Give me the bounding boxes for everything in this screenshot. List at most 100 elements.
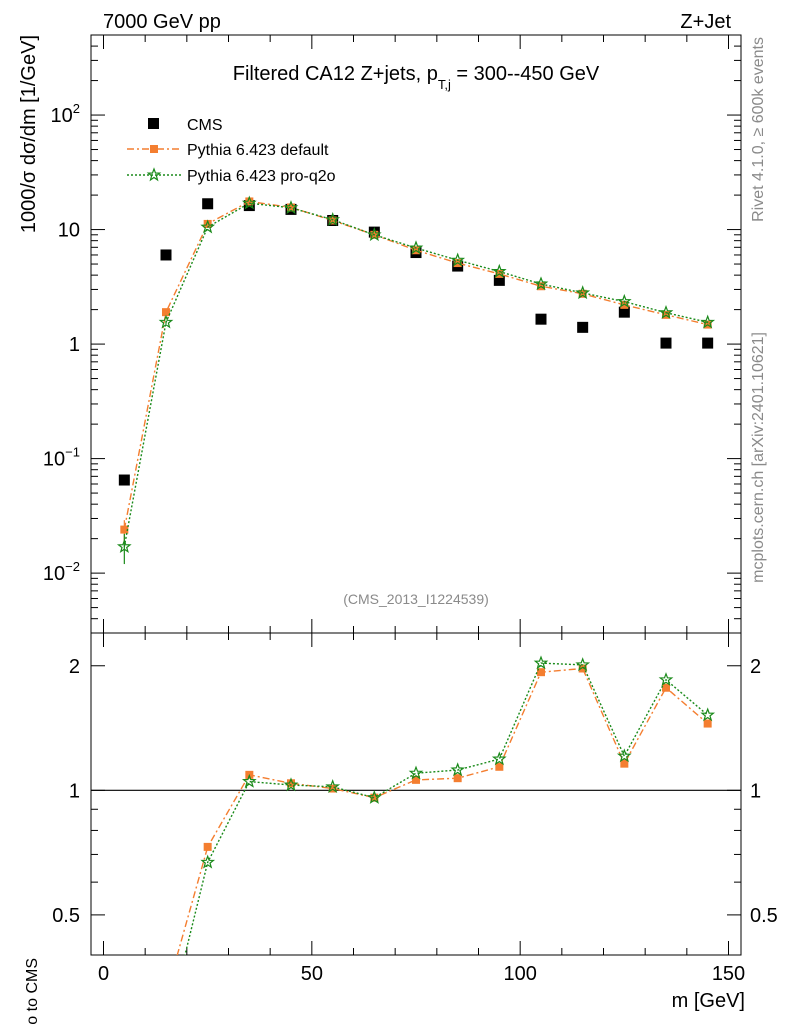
ratio-point-default — [453, 774, 462, 783]
main-point-cms — [577, 321, 589, 333]
source-label: mcplots.cern.ch [arXiv:2401.10621] — [750, 332, 767, 583]
x-tick-label: 50 — [301, 963, 323, 985]
main-point-proq2o — [450, 252, 466, 267]
main-y-tick-label: 10 — [58, 220, 80, 242]
main-point-cms — [535, 313, 547, 325]
main-y-tick-label-base: 10 — [43, 449, 65, 471]
analysis-watermark: (CMS_2013_I1224539) — [343, 591, 489, 607]
ratio-point-proq2o — [700, 707, 716, 722]
legend-label-cms: CMS — [187, 117, 223, 134]
main-y-tick-label-exp: 2 — [73, 101, 80, 116]
ratio-point-proq2o — [658, 672, 674, 686]
main-point-proq2o — [616, 293, 632, 308]
main-y-tick-label: 10−1 — [43, 445, 80, 471]
x-axis-title: m [GeV] — [672, 990, 745, 1012]
ratio-y-axis-title: Ratio to CMS — [24, 958, 41, 1024]
ratio-y-tick-label-right: 1 — [750, 780, 761, 802]
main-point-proq2o — [700, 314, 716, 329]
ratio-y-tick-label-right: 0.5 — [750, 905, 778, 927]
main-y-tick-label-base: 10 — [43, 563, 65, 585]
ratio-point-default — [287, 779, 295, 788]
ratio-y-tick-label-left: 2 — [69, 656, 80, 678]
legend-marker-cms — [148, 118, 159, 129]
main-point-cms — [118, 474, 130, 486]
main-point-proq2o — [366, 227, 382, 242]
ratio-point-proq2o — [450, 762, 466, 777]
ratio-point-proq2o — [325, 779, 341, 793]
ratio-y-tick-labels: 0.5 0.5 1 1 2 2 — [52, 656, 778, 927]
ratio-point-default — [203, 842, 212, 851]
main-point-proq2o — [533, 276, 549, 291]
main-y-tick-label: 1 — [69, 334, 80, 356]
x-tick-label: 0 — [98, 963, 109, 985]
ratio-point-default — [162, 991, 170, 999]
ratio-y-tick-label-left: 0.5 — [52, 905, 80, 927]
main-point-proq2o — [325, 211, 341, 226]
ratio-point-default — [412, 775, 420, 784]
main-point-proq2o — [200, 219, 216, 234]
ratio-point-default — [578, 664, 587, 673]
ratio-plot-frame — [90, 632, 742, 956]
header-right: Z+Jet — [680, 11, 731, 33]
main-point-proq2o — [491, 263, 507, 278]
main-point-proq2o — [658, 304, 674, 319]
main-point-cms — [493, 274, 505, 286]
main-point-cms — [702, 337, 714, 349]
main-point-proq2o — [158, 314, 174, 329]
ratio-point-proq2o — [533, 655, 549, 670]
ratio-y-ticks — [91, 665, 741, 956]
header-left: 7000 GeV pp — [103, 11, 221, 33]
main-y-axis-title: 1000/σ dσ/dm [1/GeV] — [18, 35, 40, 233]
main-point-default — [162, 308, 170, 317]
main-y-tick-label-base: 10 — [58, 220, 80, 242]
ratio-point-default — [662, 683, 670, 692]
main-point-proq2o — [408, 240, 424, 255]
ratio-point-proq2o — [241, 773, 257, 788]
ratio-y-tick-label-left: 1 — [69, 780, 80, 802]
main-point-proq2o — [575, 285, 591, 300]
ratio-data-group — [120, 655, 716, 999]
main-point-cms — [660, 337, 672, 349]
ratio-point-default — [328, 784, 337, 793]
ratio-point-default — [370, 793, 379, 802]
main-y-ticks — [91, 34, 741, 634]
ratio-series-line — [184, 662, 709, 955]
x-tick-labels: 0 50 100 150 — [98, 963, 745, 985]
main-point-default — [203, 219, 212, 228]
legend-marker-proq2o — [146, 167, 162, 182]
x-tick-label: 150 — [712, 963, 745, 985]
legend-label-proq2o: Pythia 6.423 pro-q2o — [187, 168, 336, 185]
main-point-default — [620, 300, 629, 309]
main-point-proq2o — [116, 538, 132, 554]
ratio-point-proq2o — [408, 765, 424, 780]
x-ticks — [103, 35, 729, 955]
ratio-series-line — [176, 667, 709, 955]
main-title: Filtered CA12 Z+jets, pT,j = 300--450 Ge… — [233, 63, 600, 92]
main-point-cms — [202, 198, 214, 210]
ratio-point-default — [620, 759, 629, 768]
ratio-point-default — [537, 668, 545, 677]
ratio-point-proq2o — [491, 751, 507, 766]
main-y-tick-label: 102 — [51, 101, 80, 127]
ratio-point-proq2o — [200, 854, 216, 869]
main-point-proq2o — [283, 200, 299, 214]
ratio-point-proq2o — [283, 777, 299, 792]
main-point-default — [245, 197, 254, 206]
ratio-point-default — [495, 762, 504, 771]
main-point-default — [328, 216, 337, 225]
main-y-tick-label: 10−2 — [43, 559, 80, 585]
main-y-tick-label-base: 10 — [51, 105, 73, 127]
main-y-tick-label-exp: −2 — [65, 559, 80, 574]
main-data-group — [116, 195, 716, 565]
ratio-point-default — [703, 719, 712, 728]
main-point-default — [120, 525, 129, 534]
main-point-proq2o — [241, 195, 257, 210]
ratio-point-default — [120, 965, 128, 973]
main-y-tick-label-base: 1 — [69, 334, 80, 356]
ratio-point-proq2o — [616, 748, 632, 763]
x-tick-label: 100 — [503, 963, 536, 985]
rivet-version-label: Rivet 4.1.0, ≥ 600k events — [750, 37, 767, 222]
main-y-tick-label-exp: −1 — [65, 445, 80, 460]
